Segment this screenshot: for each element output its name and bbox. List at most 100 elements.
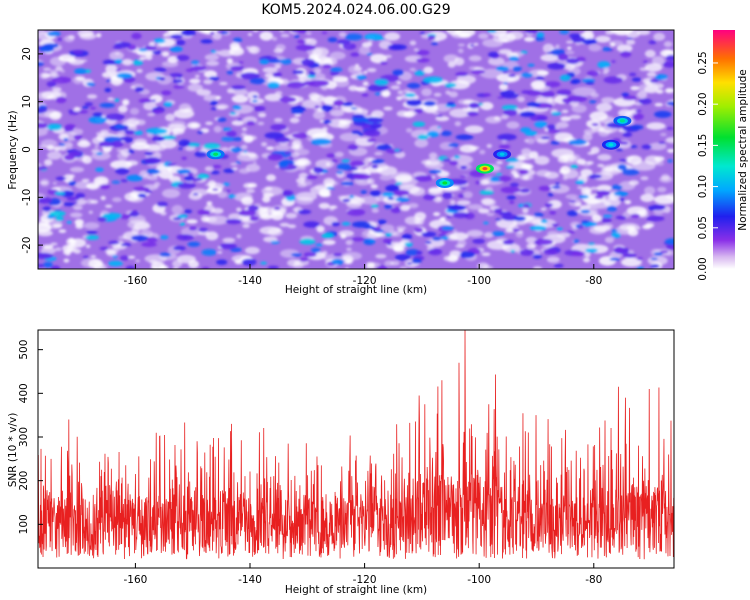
heatmap-cell bbox=[623, 253, 637, 259]
heatmap-cell bbox=[495, 218, 502, 222]
heatmap-cell bbox=[486, 212, 495, 217]
heatmap-cell bbox=[161, 188, 181, 199]
heatmap-cell bbox=[498, 144, 511, 149]
heatmap-cell bbox=[555, 121, 569, 129]
y-tick-label: 400 bbox=[18, 383, 30, 403]
heatmap-cell bbox=[38, 61, 45, 67]
heatmap-cell bbox=[478, 102, 484, 106]
heatmap-cell bbox=[566, 40, 574, 44]
heatmap-cell bbox=[454, 121, 462, 127]
heatmap-cell bbox=[501, 104, 518, 111]
heatmap-cell bbox=[526, 243, 536, 250]
heatmap-cell bbox=[329, 51, 346, 60]
heatmap-cell bbox=[510, 249, 516, 253]
heatmap-cell bbox=[231, 85, 246, 90]
heatmap-cell bbox=[573, 239, 580, 244]
heatmap-cell bbox=[295, 196, 314, 205]
heatmap-cell bbox=[407, 202, 419, 209]
heatmap-cell bbox=[329, 205, 338, 209]
heatmap-cell bbox=[441, 226, 454, 231]
heatmap-cell bbox=[208, 182, 224, 191]
heatmap-cell bbox=[352, 173, 371, 181]
heatmap-cell bbox=[512, 65, 522, 72]
heatmap-cell bbox=[249, 78, 266, 85]
heatmap-cell bbox=[63, 35, 75, 43]
heatmap-cell bbox=[241, 127, 248, 131]
heatmap-cell bbox=[99, 246, 109, 251]
heatmap-cell bbox=[369, 190, 382, 198]
heatmap-cell bbox=[192, 192, 199, 196]
heatmap-cell bbox=[415, 58, 430, 63]
heatmap-cell bbox=[290, 30, 307, 33]
heatmap-cell bbox=[379, 174, 393, 181]
heatmap-cell bbox=[138, 98, 153, 103]
heatmap-cell bbox=[296, 177, 306, 184]
heatmap-cell bbox=[131, 32, 142, 40]
heatmap-cell bbox=[90, 199, 99, 204]
heatmap-cell bbox=[503, 82, 509, 85]
heatmap-cell bbox=[68, 180, 77, 186]
heatmap-cell bbox=[289, 117, 300, 124]
heatmap-cell bbox=[105, 204, 113, 208]
heatmap-cell bbox=[480, 101, 494, 111]
heatmap-cell bbox=[374, 79, 389, 86]
heatmap-cell bbox=[395, 174, 413, 183]
heatmap-cell bbox=[526, 137, 535, 145]
heatmap-cell bbox=[38, 252, 54, 259]
heatmap-cell bbox=[663, 41, 673, 48]
heatmap-cell bbox=[396, 81, 402, 85]
heatmap-cell bbox=[588, 44, 602, 52]
heatmap-cell bbox=[241, 258, 257, 266]
heatmap-cell bbox=[638, 98, 652, 105]
heatmap-cell bbox=[362, 81, 369, 86]
heatmap-cell bbox=[187, 241, 201, 247]
heatmap-cell bbox=[191, 60, 200, 66]
heatmap-cell bbox=[400, 204, 411, 211]
heatmap-cell bbox=[247, 91, 260, 100]
heatmap-cell bbox=[595, 35, 611, 43]
heatmap-cell bbox=[342, 198, 351, 203]
heatmap-cell bbox=[446, 102, 455, 106]
colorbar-ticks: 0.00 0.05 0.10 0.15 0.20 0.25 bbox=[697, 51, 718, 281]
heatmap-cell bbox=[393, 243, 403, 252]
heatmap-cell bbox=[187, 172, 195, 176]
heatmap-cell bbox=[502, 70, 509, 74]
heatmap-cell bbox=[396, 96, 403, 101]
heatmap-cell bbox=[428, 152, 438, 159]
heatmap-cell bbox=[455, 71, 469, 77]
heatmap-cell bbox=[519, 169, 529, 175]
heatmap-cell bbox=[330, 67, 343, 72]
heatmap-cell bbox=[85, 235, 99, 240]
heatmap-cell bbox=[440, 216, 446, 221]
heatmap-cell bbox=[414, 211, 427, 221]
heatmap-cell bbox=[72, 205, 83, 211]
heatmap-cell bbox=[228, 213, 242, 221]
heatmap-cell bbox=[522, 203, 530, 209]
heatmap-cell bbox=[619, 198, 626, 202]
heatmap-cell bbox=[38, 163, 42, 167]
heatmap-cell bbox=[96, 33, 102, 38]
heatmap-cell bbox=[53, 146, 61, 152]
heatmap-cell bbox=[40, 181, 48, 185]
heatmap-cell bbox=[625, 156, 634, 160]
heatmap-cell bbox=[221, 136, 235, 142]
x-tick-label: -100 bbox=[467, 275, 491, 287]
heatmap-cell bbox=[306, 31, 312, 36]
heatmap-cell bbox=[217, 251, 223, 254]
heatmap-cell bbox=[40, 247, 56, 255]
heatmap-cell bbox=[610, 229, 618, 233]
heatmap-cell bbox=[229, 47, 245, 56]
heatmap-cell bbox=[172, 245, 186, 251]
heatmap-cell bbox=[176, 234, 194, 241]
heatmap-cell bbox=[273, 48, 284, 54]
heatmap-cell bbox=[210, 170, 220, 175]
heatmap-cell bbox=[499, 83, 508, 91]
heatmap-cell bbox=[73, 50, 84, 55]
heatmap-cell bbox=[284, 151, 291, 155]
heatmap-cell bbox=[383, 106, 393, 111]
heatmap-cell bbox=[497, 96, 505, 99]
heatmap-cell bbox=[509, 182, 519, 187]
heatmap-cell bbox=[449, 108, 471, 118]
heatmap-cell bbox=[161, 60, 179, 68]
heatmap-cell bbox=[212, 188, 219, 191]
